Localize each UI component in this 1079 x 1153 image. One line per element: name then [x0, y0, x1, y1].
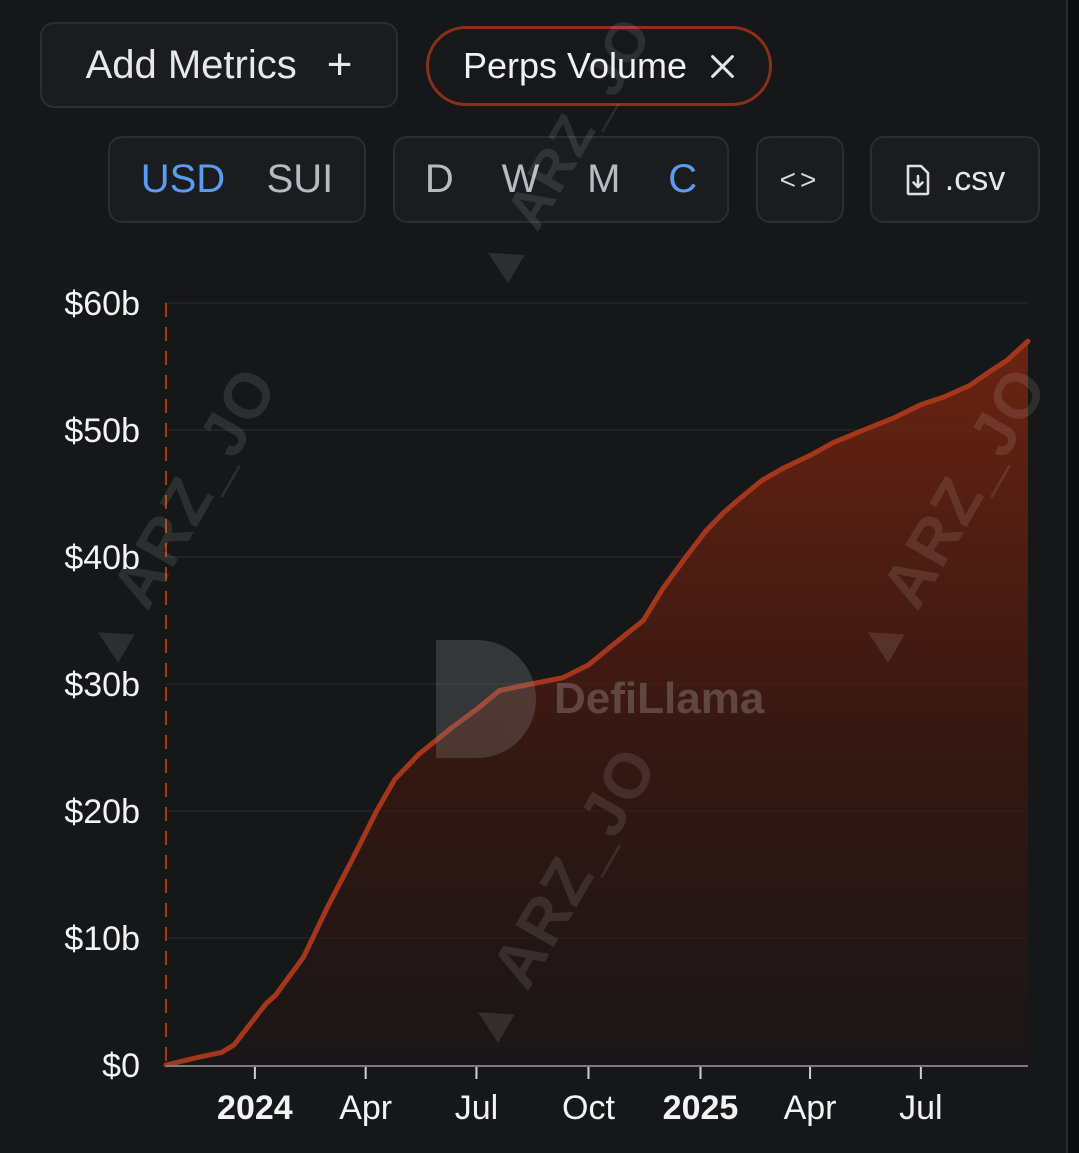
series-line-perps-volume — [163, 338, 1031, 1068]
defillama-watermark-text: DefiLlama — [554, 674, 765, 723]
defillama-watermark: DefiLlama — [436, 640, 764, 758]
currency-option-usd[interactable]: USD — [140, 157, 226, 201]
y-tick-label: $50b — [64, 412, 140, 450]
plus-icon: + — [326, 40, 353, 89]
period-option-monthly[interactable]: M — [587, 157, 621, 201]
y-tick-label: $20b — [64, 793, 140, 831]
y-tick-label: $0 — [102, 1047, 140, 1085]
period-option-daily[interactable]: D — [424, 157, 454, 201]
currency-toggle: USD SUI — [108, 136, 366, 223]
llama-logo-icon — [436, 640, 536, 758]
csv-label: .csv — [944, 160, 1006, 198]
y-tick-label: $10b — [64, 920, 140, 958]
y-tick-label: $60b — [64, 285, 140, 323]
currency-option-sui[interactable]: SUI — [266, 157, 334, 201]
x-tick-label: 2024 — [217, 1089, 293, 1127]
x-tick-label: Apr — [784, 1089, 837, 1127]
x-tick-label: Jul — [455, 1089, 498, 1127]
y-axis: $0$10b$20b$30b$40b$50b$60b — [64, 285, 140, 1085]
download-csv-button[interactable]: .csv — [870, 136, 1040, 223]
x-tick-label: 2025 — [663, 1089, 739, 1127]
code-icon: <> — [779, 163, 821, 195]
x-tick-label: Apr — [339, 1089, 392, 1127]
add-metrics-label: Add Metrics — [85, 42, 297, 87]
perps-volume-chart: $0$10b$20b$30b$40b$50b$60b 2024 Apr Jul Oct… — [64, 285, 1031, 1127]
embed-code-button[interactable]: <> — [756, 136, 844, 223]
x-tick-label: Jul — [899, 1089, 942, 1127]
file-download-icon — [906, 164, 930, 195]
period-option-cumulative[interactable]: C — [668, 157, 698, 201]
x-tick-label: Oct — [562, 1089, 615, 1127]
series-area — [166, 341, 1028, 1066]
add-metrics-button[interactable]: Add Metrics + — [40, 22, 398, 108]
close-icon[interactable] — [709, 53, 735, 79]
x-axis: 2024 Apr Jul Oct 2025 Apr Jul — [217, 1067, 943, 1127]
